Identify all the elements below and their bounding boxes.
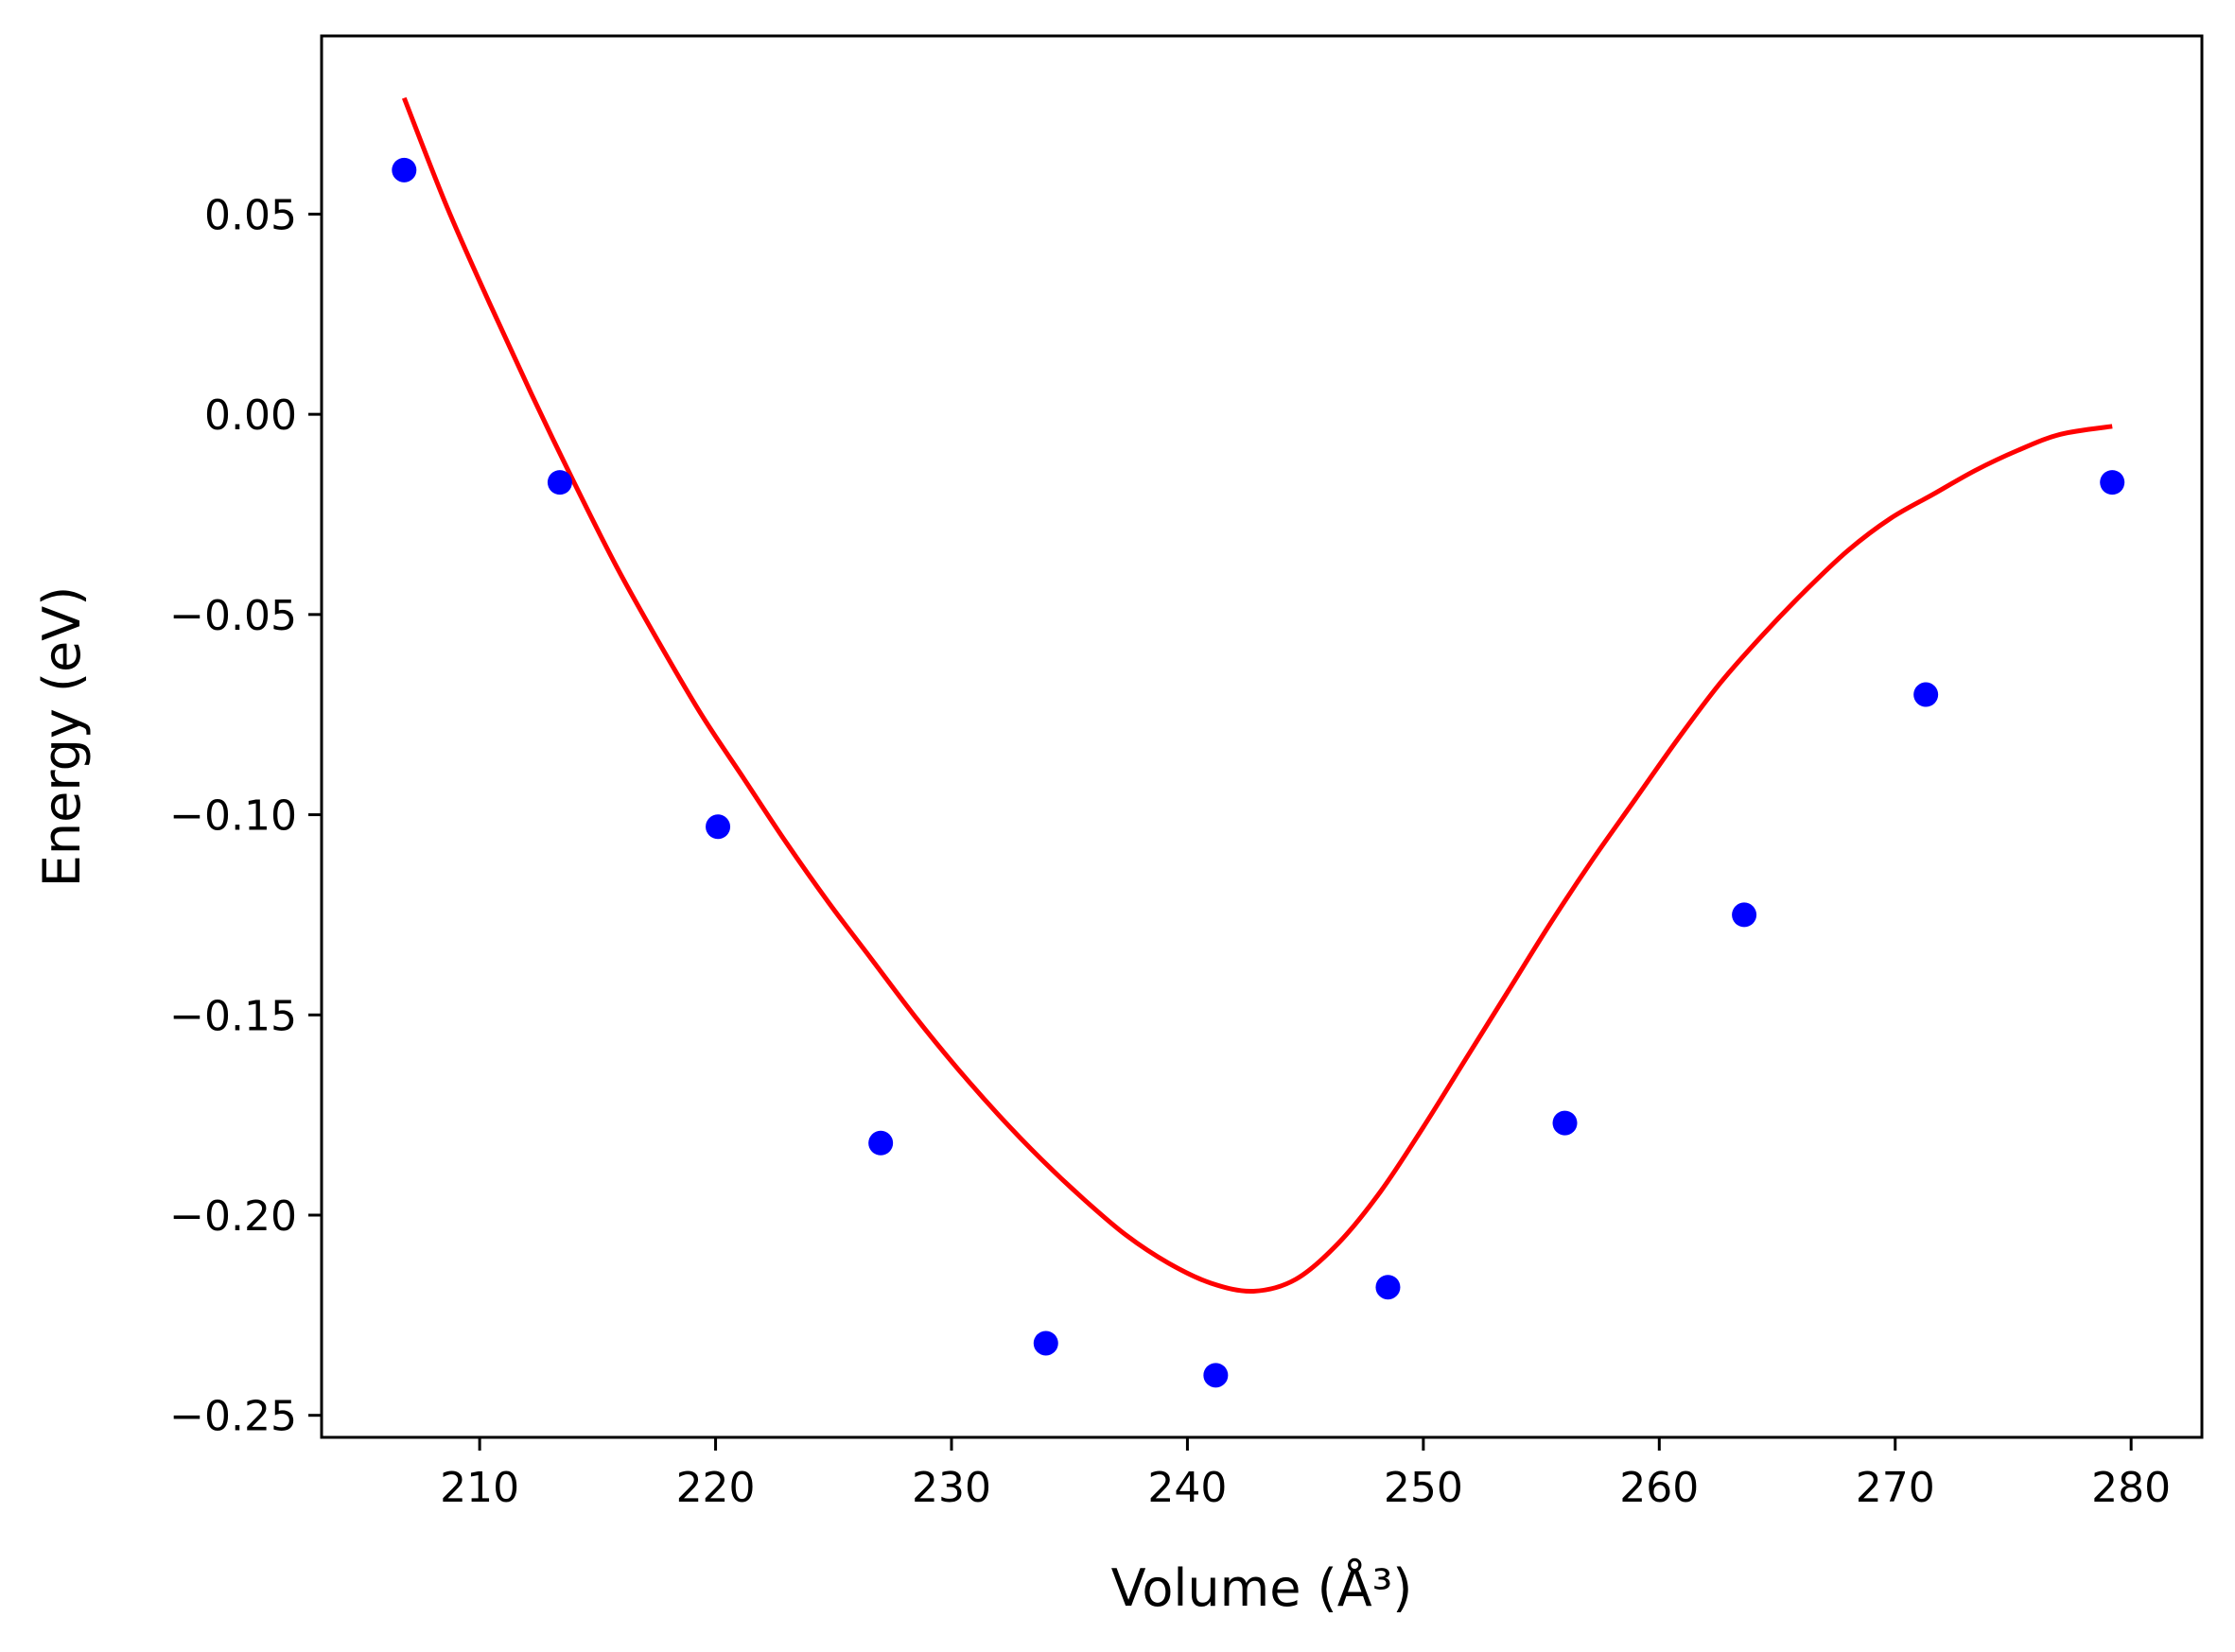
data-point [1552,1110,1578,1136]
data-point [547,470,572,496]
x-tick-label: 260 [1619,1464,1699,1512]
data-point [1732,902,1757,928]
y-tick-label: 0.05 [204,191,297,239]
y-tick-label: −0.05 [169,592,297,640]
x-tick-label: 220 [676,1464,756,1512]
y-tick-label: −0.10 [169,792,297,841]
y-tick-label: 0.00 [204,391,297,440]
y-tick-label: −0.15 [169,992,297,1040]
data-point [392,157,417,183]
data-point [868,1130,894,1156]
x-tick-label: 230 [912,1464,991,1512]
y-tick-label: −0.20 [169,1192,297,1241]
data-point [706,814,731,840]
data-point [1033,1330,1058,1356]
x-tick-label: 240 [1147,1464,1227,1512]
data-point [1203,1363,1229,1388]
y-tick-label: −0.25 [169,1393,297,1441]
x-axis-label: Volume (Å³) [1111,1557,1413,1618]
y-axis-label: Energy (eV) [32,586,92,888]
x-tick-label: 210 [440,1464,519,1512]
plot-frame [320,34,2204,1439]
x-tick-label: 280 [2091,1464,2171,1512]
data-point [2100,470,2125,496]
fit-curve [401,96,2113,1294]
x-tick-label: 250 [1384,1464,1463,1512]
data-point [1913,682,1939,707]
data-point [1375,1275,1401,1300]
x-axis-ticks: 210 220 230 240 250 260 270 280 [440,1437,2171,1512]
plot-content [392,96,2125,1388]
y-axis-ticks: 0.05 0.00 −0.05 −0.10 −0.15 −0.20 −0.25 [169,191,322,1441]
x-tick-label: 270 [1856,1464,1935,1512]
